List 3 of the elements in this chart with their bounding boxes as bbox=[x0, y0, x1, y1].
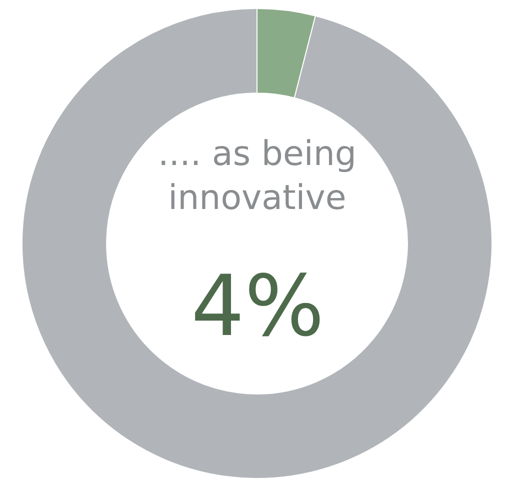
donut-slice bbox=[22, 8, 492, 479]
text: 4% bbox=[191, 257, 324, 355]
text: .... as being innovative bbox=[158, 134, 356, 218]
